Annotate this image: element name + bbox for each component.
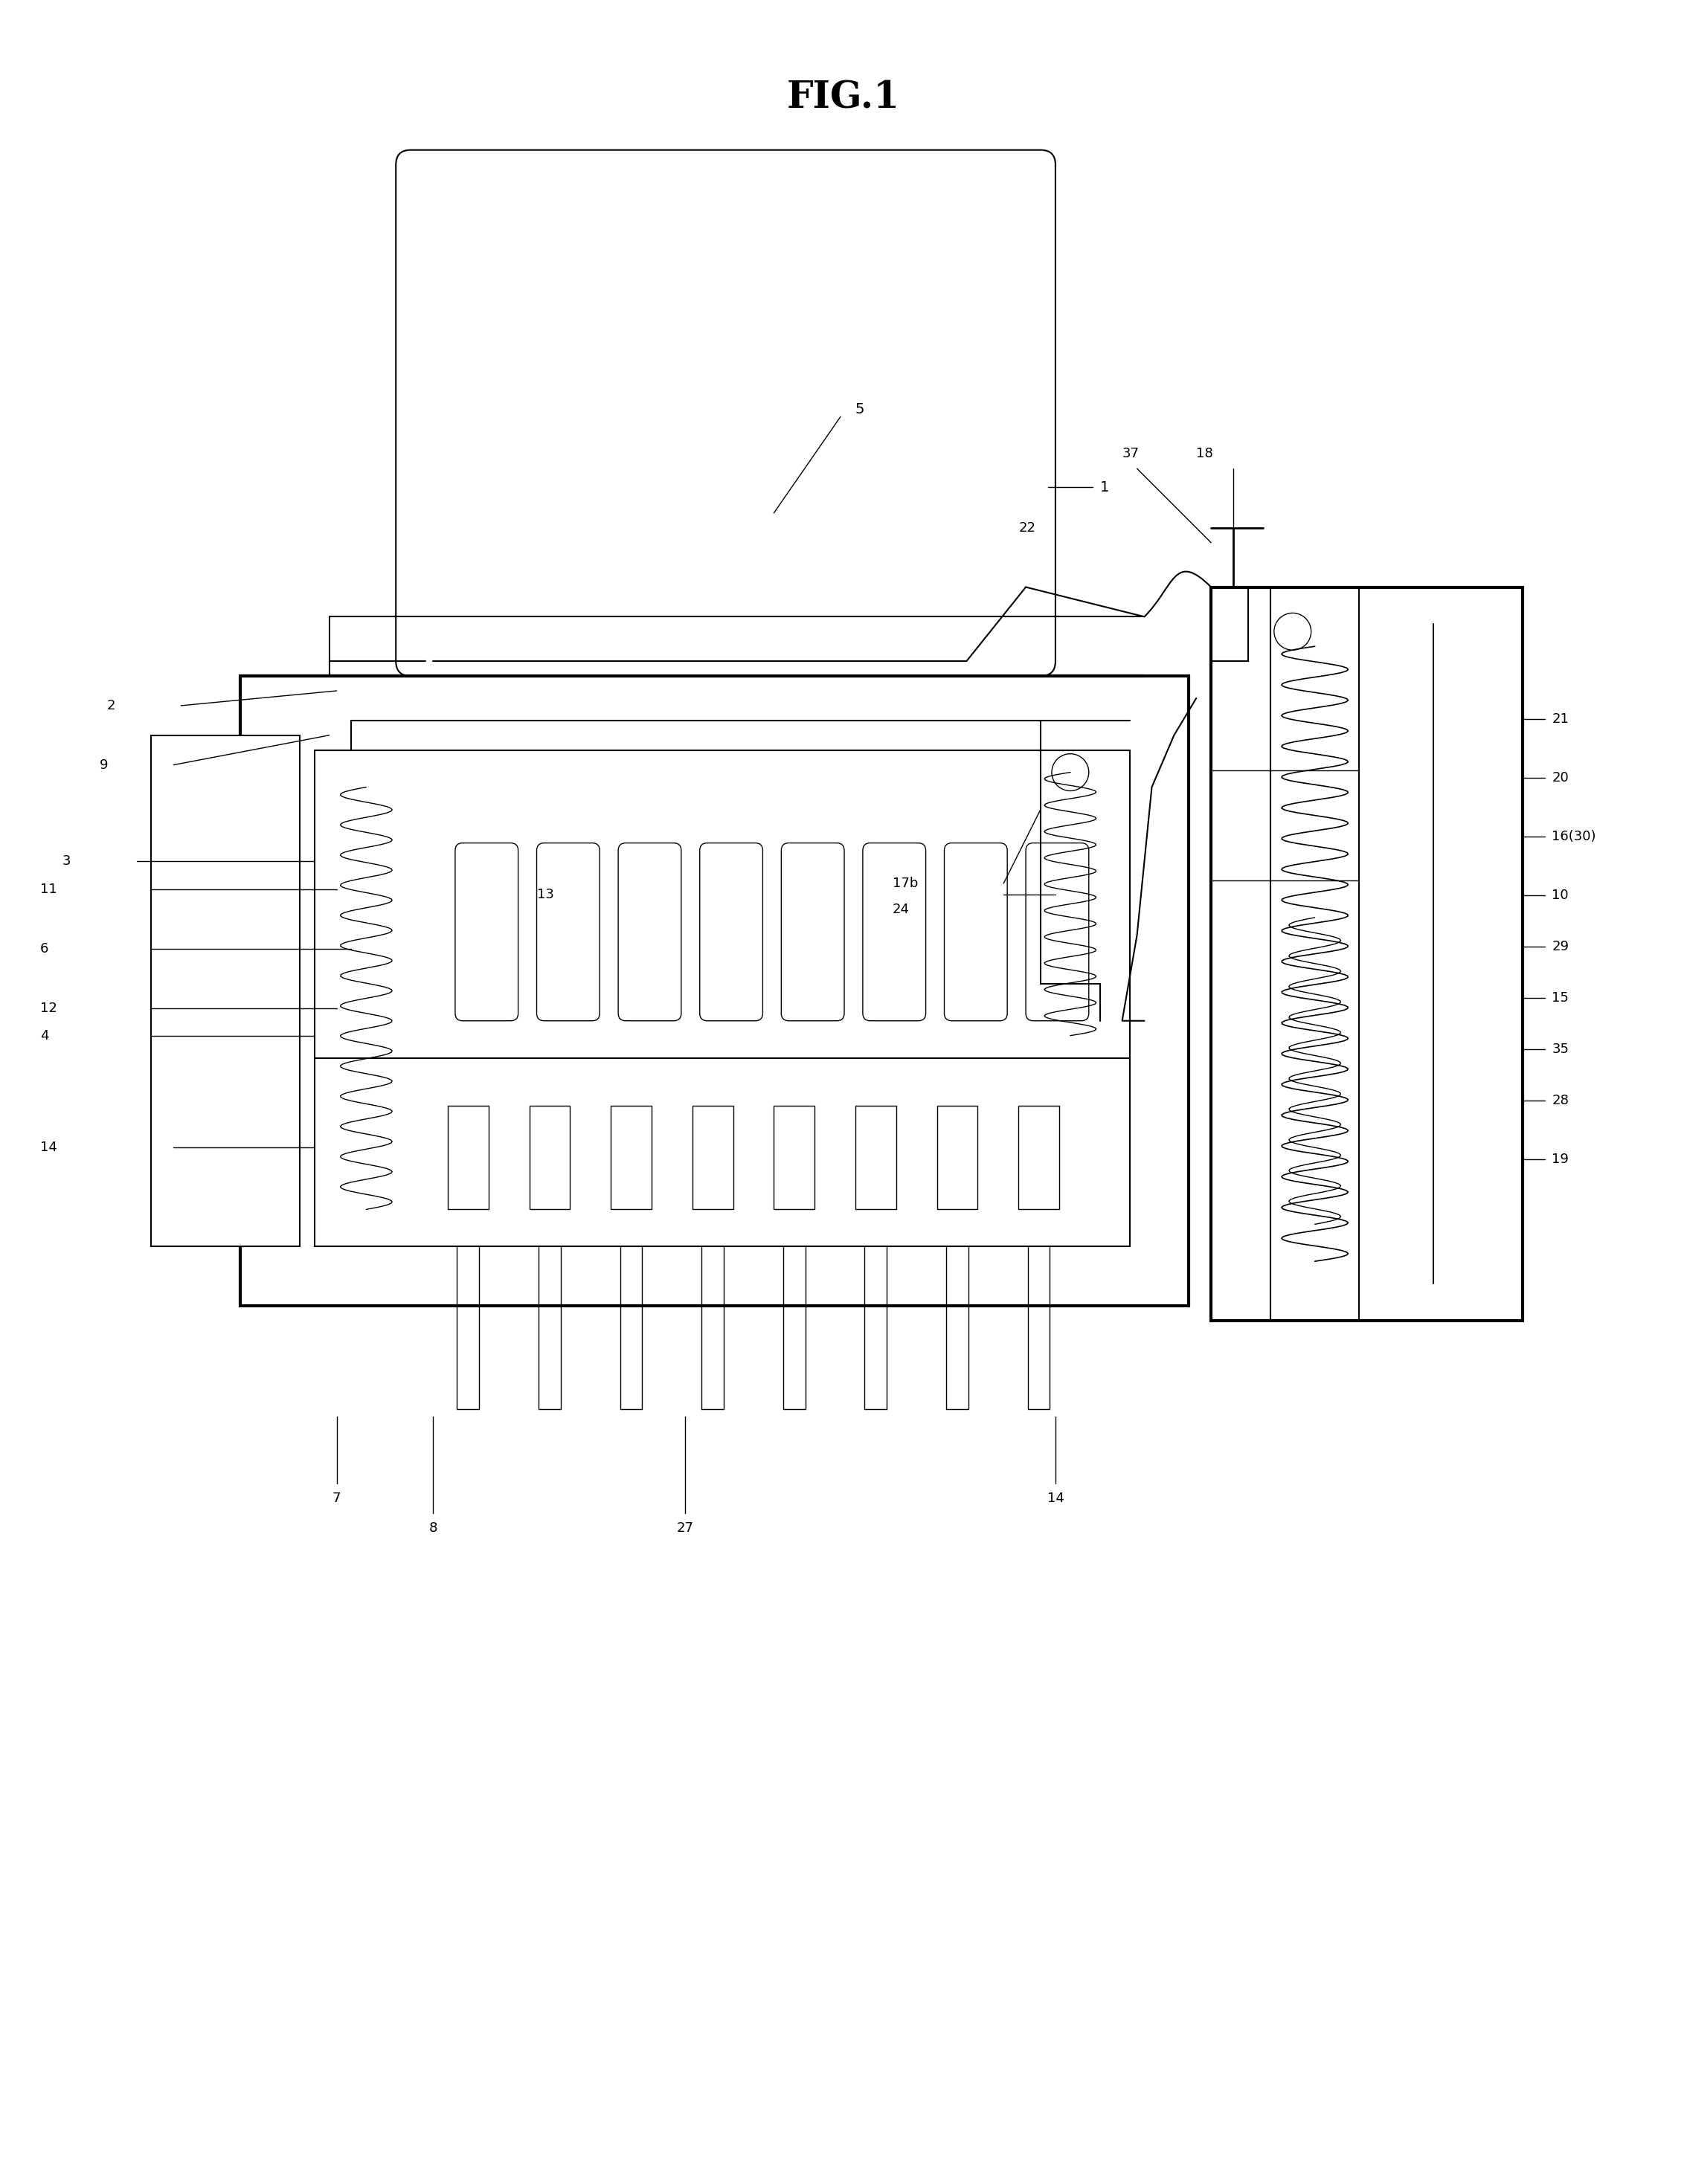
FancyBboxPatch shape [862,843,926,1020]
Text: 10: 10 [1552,889,1569,902]
Bar [314,749,1130,1247]
Text: 37: 37 [1122,448,1139,461]
FancyBboxPatch shape [617,843,682,1020]
Text: 14: 14 [1048,1492,1064,1505]
Text: 15: 15 [1552,992,1569,1005]
Bar [774,1105,815,1210]
Text: 5: 5 [855,402,865,417]
Text: 29: 29 [1552,939,1569,952]
Text: 35: 35 [1552,1042,1569,1055]
Bar [152,736,300,1247]
Bar [240,677,1189,1306]
Text: 2: 2 [106,699,115,712]
Text: 4: 4 [40,1029,49,1042]
Text: 3: 3 [62,854,71,867]
Text: 14: 14 [40,1140,57,1153]
Text: 11: 11 [40,882,57,895]
Text: 18: 18 [1196,448,1213,461]
Bar [499,483,570,587]
FancyBboxPatch shape [536,843,599,1020]
FancyBboxPatch shape [455,843,518,1020]
Text: 27: 27 [676,1522,693,1535]
Text: 28: 28 [1552,1094,1569,1107]
Bar [685,483,756,587]
FancyBboxPatch shape [781,843,844,1020]
Bar [963,483,1032,587]
Text: FIG.1: FIG.1 [786,81,901,116]
Bar [530,1105,570,1210]
FancyBboxPatch shape [1026,843,1088,1020]
FancyBboxPatch shape [945,843,1007,1020]
Bar [447,1105,489,1210]
Bar [778,483,849,587]
Circle shape [1274,614,1311,651]
Text: 17b: 17b [892,876,918,891]
Bar [1211,587,1522,1321]
FancyBboxPatch shape [396,151,1056,677]
Text: 21: 21 [1552,712,1569,725]
Text: 13: 13 [536,889,553,902]
Text: 16(30): 16(30) [1552,830,1596,843]
Bar [592,483,663,587]
Text: 6: 6 [40,941,49,954]
Text: 22: 22 [1019,522,1036,535]
Text: 9: 9 [100,758,108,771]
Bar [855,1105,896,1210]
Text: 19: 19 [1552,1153,1569,1166]
Text: 1: 1 [1100,480,1108,494]
Text: 7: 7 [332,1492,341,1505]
Text: 20: 20 [1552,771,1569,784]
Bar [1019,1105,1059,1210]
FancyBboxPatch shape [700,843,763,1020]
Circle shape [1051,753,1088,791]
Bar [870,483,941,587]
Bar [936,1105,978,1210]
Text: 8: 8 [428,1522,437,1535]
Bar [611,1105,651,1210]
Text: 24: 24 [892,902,909,917]
Text: 12: 12 [40,1002,57,1016]
Bar [692,1105,734,1210]
